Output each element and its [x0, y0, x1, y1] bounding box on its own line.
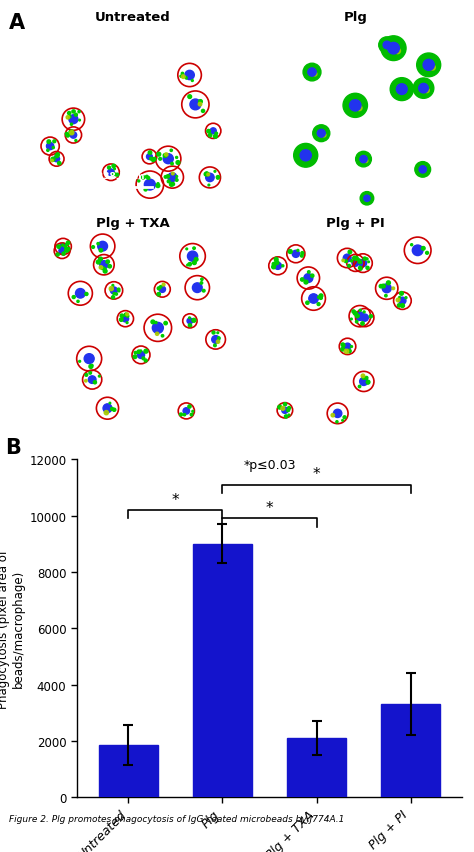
Text: Plg + TXA: Plg + TXA	[96, 216, 169, 229]
Text: Figure 2. Plg promotes phagocytosis of IgG coated microbeads by J774A.1: Figure 2. Plg promotes phagocytosis of I…	[9, 814, 345, 823]
Text: A: A	[9, 13, 26, 32]
Text: Untreated: Untreated	[95, 10, 170, 24]
Text: Plg + PI: Plg + PI	[326, 216, 385, 229]
Text: B: B	[5, 437, 20, 458]
Text: Plg: Plg	[344, 10, 367, 24]
